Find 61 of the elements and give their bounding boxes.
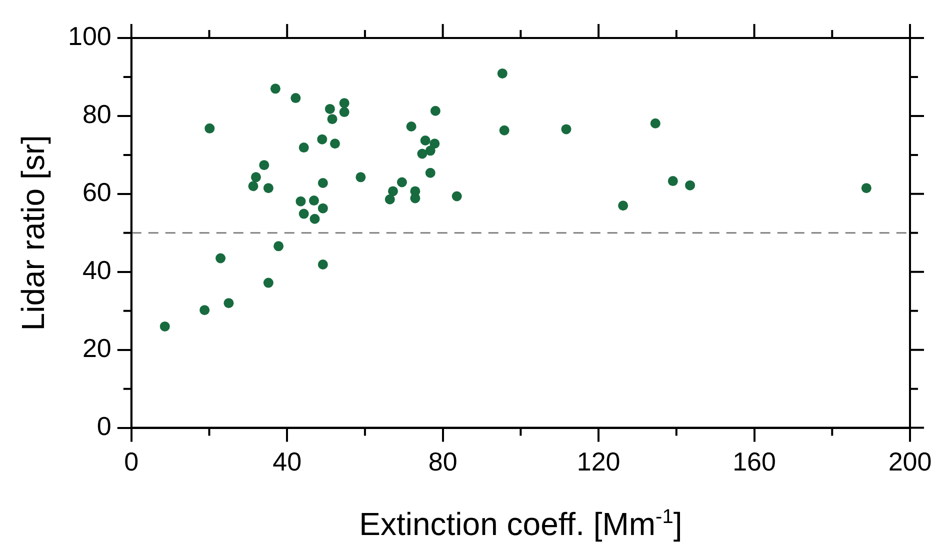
y-tick-label: 40 — [82, 255, 112, 286]
point — [356, 172, 366, 182]
point — [263, 278, 274, 288]
point — [317, 134, 328, 144]
point — [324, 104, 335, 114]
point — [339, 98, 350, 108]
point — [668, 176, 678, 186]
y-axis-title: Lidar ratio [sr] — [15, 135, 51, 331]
point — [216, 253, 226, 264]
point — [310, 214, 320, 224]
point — [160, 321, 170, 332]
point — [384, 194, 395, 204]
x-tick-label: 40 — [272, 446, 302, 477]
y-tick-label: 80 — [82, 99, 112, 130]
x-tick-label: 200 — [888, 446, 932, 477]
point — [298, 142, 309, 153]
y-tick-label: 100 — [68, 21, 112, 52]
x-tick-label: 0 — [124, 446, 139, 477]
point — [650, 118, 660, 128]
point — [298, 208, 309, 219]
point — [250, 172, 261, 182]
point — [561, 124, 572, 134]
x-tick-label: 120 — [576, 446, 620, 477]
point — [497, 68, 508, 78]
point — [685, 180, 696, 190]
y-tick-label: 20 — [82, 333, 112, 364]
x-tick-label: 160 — [732, 446, 776, 477]
point — [396, 177, 407, 188]
point — [248, 181, 258, 192]
point — [327, 114, 338, 124]
x-tick-label: 80 — [428, 446, 458, 477]
point — [430, 138, 440, 149]
point — [420, 136, 430, 146]
point — [452, 191, 462, 202]
point — [417, 148, 428, 159]
point — [204, 123, 215, 134]
point — [224, 298, 234, 308]
point — [330, 138, 340, 149]
point — [318, 178, 328, 188]
point — [296, 196, 306, 206]
point — [339, 107, 350, 118]
point — [425, 146, 436, 156]
point — [318, 259, 328, 270]
point — [263, 183, 274, 194]
point — [318, 203, 328, 214]
point — [259, 160, 270, 170]
y-tick-label: 60 — [82, 177, 112, 208]
point — [430, 106, 440, 116]
point — [290, 93, 301, 104]
y-tick-label: 0 — [96, 410, 112, 441]
point — [499, 125, 510, 136]
point — [410, 193, 420, 204]
point — [270, 84, 280, 94]
point — [200, 305, 210, 316]
point — [425, 168, 436, 178]
point — [388, 186, 398, 196]
point — [406, 121, 416, 132]
point — [618, 200, 628, 211]
point — [308, 196, 319, 206]
point — [861, 183, 872, 194]
point — [274, 241, 284, 252]
